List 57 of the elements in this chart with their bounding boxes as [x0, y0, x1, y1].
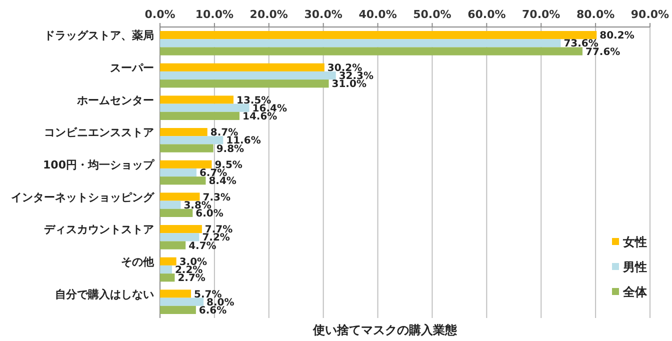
bar	[160, 104, 250, 112]
text: 使い捨てマスクの購入業態	[312, 323, 458, 337]
data-label: 6.0%	[196, 208, 224, 220]
y-tick-label: コンビニエンスストア	[44, 126, 154, 140]
x-tick-label: 10.0%	[195, 8, 234, 21]
bar	[160, 233, 200, 242]
bar	[160, 71, 336, 80]
x-tick-label: 0.0%	[144, 8, 176, 21]
bar	[160, 192, 200, 201]
data-label: 80.2%	[600, 30, 634, 42]
bar	[160, 257, 176, 266]
legend-label: 男性	[622, 260, 647, 274]
data-label: 77.6%	[585, 46, 620, 58]
bar	[160, 298, 204, 306]
y-tick-label: ドラッグストア、薬局	[44, 29, 154, 42]
y-tick-label: インターネットショッピング	[11, 190, 155, 204]
bar	[160, 96, 234, 104]
bar	[160, 31, 597, 40]
bar	[160, 241, 186, 250]
bar	[160, 200, 181, 209]
x-tick-label: 40.0%	[358, 8, 397, 21]
data-label: 6.6%	[198, 306, 227, 316]
x-tick-label: 80.0%	[576, 8, 615, 21]
data-label: 4.7%	[188, 240, 216, 252]
bar	[160, 176, 206, 185]
bar	[160, 168, 196, 177]
bar	[160, 265, 172, 274]
y-tick-label: 自分で購入はしない	[55, 288, 154, 301]
bar	[160, 306, 196, 314]
x-tick-label: 50.0%	[413, 8, 452, 21]
bar	[160, 63, 324, 72]
data-label: 9.8%	[216, 144, 244, 155]
y-tick-label: スーパー	[110, 62, 154, 74]
y-tick-label: その他	[121, 256, 155, 268]
bar	[160, 112, 240, 120]
legend-label: 女性	[622, 235, 647, 249]
y-tick-label: 100円・均一ショップ	[43, 158, 155, 172]
data-label: 14.6%	[242, 112, 278, 122]
bar	[160, 144, 214, 152]
x-tick-label: 70.0%	[522, 8, 560, 21]
legend-label: 全体	[622, 285, 648, 299]
bar	[160, 47, 582, 56]
bar	[160, 208, 193, 217]
bar	[160, 160, 212, 168]
x-tick-label: 20.0%	[250, 8, 288, 21]
y-tick-label: ホームセンター	[76, 94, 154, 107]
bar	[160, 290, 192, 298]
bar	[160, 80, 329, 88]
bar	[160, 128, 208, 136]
x-tick-label: 60.0%	[468, 8, 506, 21]
bar	[160, 136, 224, 144]
x-tick-label: 90.0%	[630, 8, 670, 21]
bar	[160, 39, 561, 48]
bar	[160, 225, 202, 234]
y-tick-label: ディスカウントストア	[44, 223, 154, 236]
x-tick-label: 30.0%	[304, 8, 342, 21]
bar	[160, 274, 175, 282]
